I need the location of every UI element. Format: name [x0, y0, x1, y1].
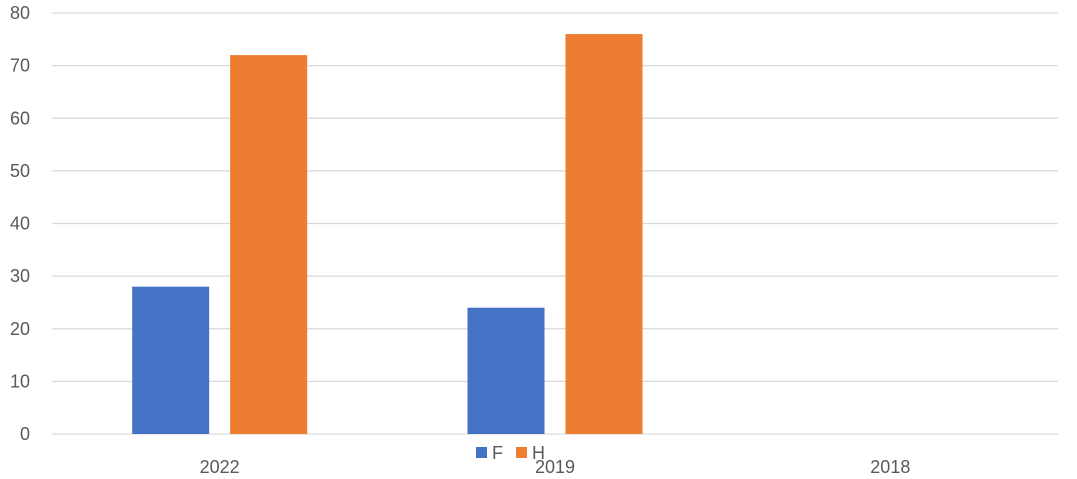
legend-swatch-h [516, 447, 527, 458]
bar-h-2022 [230, 55, 308, 434]
x-tick-label: 2019 [535, 457, 575, 477]
legend-label-f: F [492, 443, 503, 463]
y-tick-label: 10 [10, 371, 30, 391]
y-tick-label: 40 [10, 214, 30, 234]
x-tick-label: 2022 [200, 457, 240, 477]
bar-f-2022 [132, 286, 210, 434]
x-axis-ticks: 2022 2019 2018 [200, 457, 911, 477]
y-tick-label: 0 [20, 424, 30, 444]
legend-swatch-f [476, 447, 487, 458]
gridlines [52, 12, 1058, 435]
legend-label-h: H [532, 443, 545, 463]
y-tick-label: 60 [10, 108, 30, 128]
y-tick-label: 70 [10, 56, 30, 76]
x-tick-label: 2018 [870, 457, 910, 477]
y-axis-ticks: 0 10 20 30 40 50 60 70 80 [10, 3, 30, 444]
y-tick-label: 20 [10, 319, 30, 339]
bar-f-2019 [467, 307, 545, 434]
y-tick-label: 30 [10, 266, 30, 286]
bar-h-2019 [565, 34, 643, 435]
y-tick-label: 50 [10, 161, 30, 181]
bars [132, 34, 643, 435]
y-tick-label: 80 [10, 3, 30, 23]
